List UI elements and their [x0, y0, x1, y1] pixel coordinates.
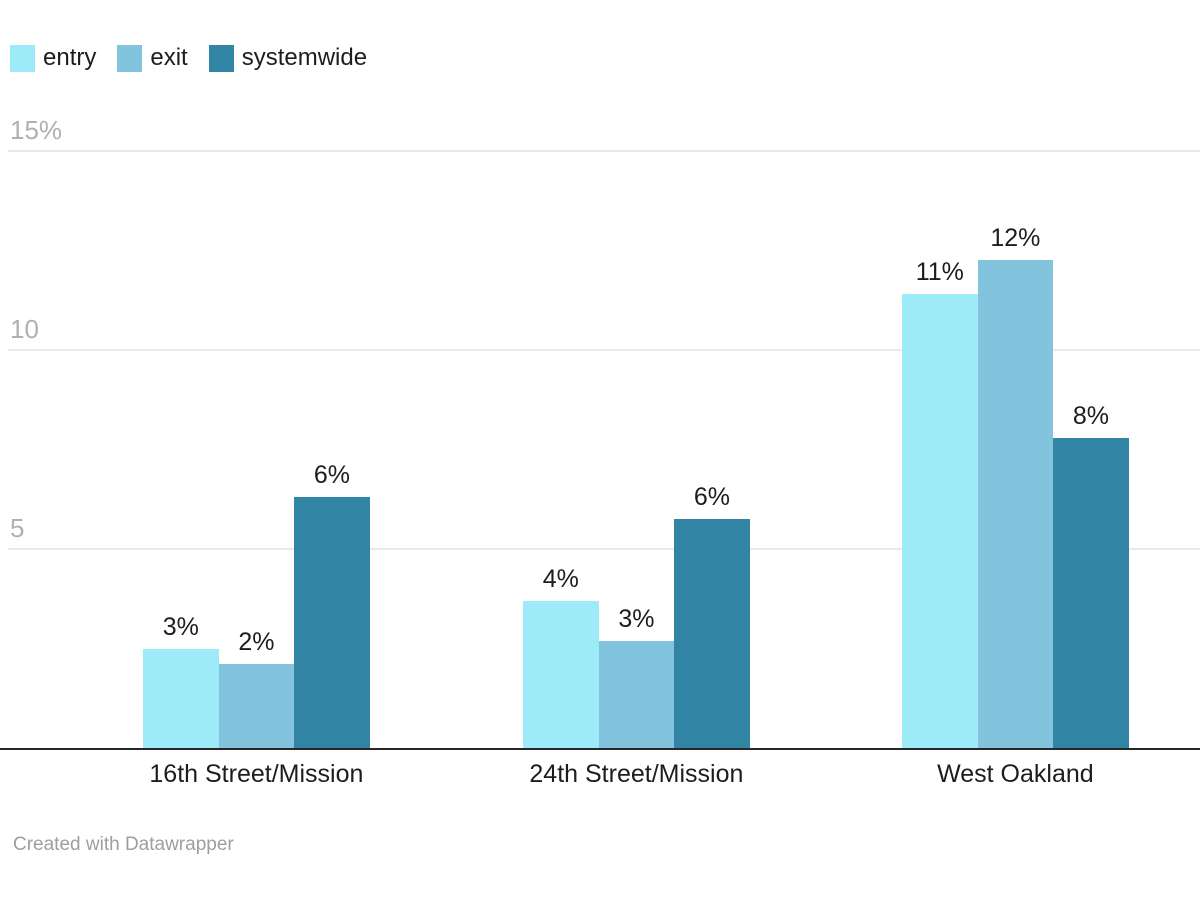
datawrapper-credit-link[interactable]: Created with Datawrapper [13, 834, 234, 855]
legend-item-exit: exit [117, 44, 188, 72]
value-label: 6% [693, 483, 731, 512]
legend-label-exit: exit [150, 44, 188, 71]
legend-label-entry: entry [43, 44, 97, 71]
value-label: 6% [313, 461, 351, 490]
bar-entry [143, 648, 219, 748]
bar-systemwide [1053, 437, 1129, 748]
value-label: 12% [990, 224, 1041, 253]
value-label: 2% [238, 628, 275, 657]
legend-label-systemwide: systemwide [241, 44, 368, 71]
value-label: 3% [618, 604, 655, 633]
bar-exit [598, 640, 675, 748]
y-axis-tick-label: 15% [10, 115, 63, 145]
y-gridline [8, 548, 1200, 550]
x-axis-category-label: 16th Street/Mission [149, 760, 364, 788]
y-axis-tick-label: 10 [10, 314, 39, 344]
x-axis-category-label: 24th Street/Mission [529, 760, 744, 788]
y-gridline [8, 150, 1200, 152]
legend-item-entry: entry [10, 44, 96, 72]
legend: entry exit systemwide [10, 44, 388, 72]
value-label: 3% [162, 612, 199, 641]
legend-item-systemwide: systemwide [208, 44, 368, 72]
bar-exit [218, 664, 295, 748]
value-label: 11% [915, 258, 964, 287]
exit-swatch-icon [117, 44, 143, 72]
y-gridline [8, 349, 1200, 351]
bar-entry [902, 294, 978, 748]
value-label: 8% [1072, 401, 1110, 430]
x-axis-category-label: West Oakland [937, 760, 1094, 788]
bar-systemwide [674, 519, 750, 748]
bar-entry [523, 600, 599, 748]
value-label: 4% [542, 564, 579, 593]
x-axis-line [0, 748, 1200, 750]
systemwide-swatch-icon [208, 44, 234, 72]
bar-systemwide [294, 497, 370, 748]
entry-swatch-icon [10, 44, 35, 72]
y-axis-tick-label: 5 [10, 513, 25, 543]
bar-exit [977, 260, 1054, 748]
